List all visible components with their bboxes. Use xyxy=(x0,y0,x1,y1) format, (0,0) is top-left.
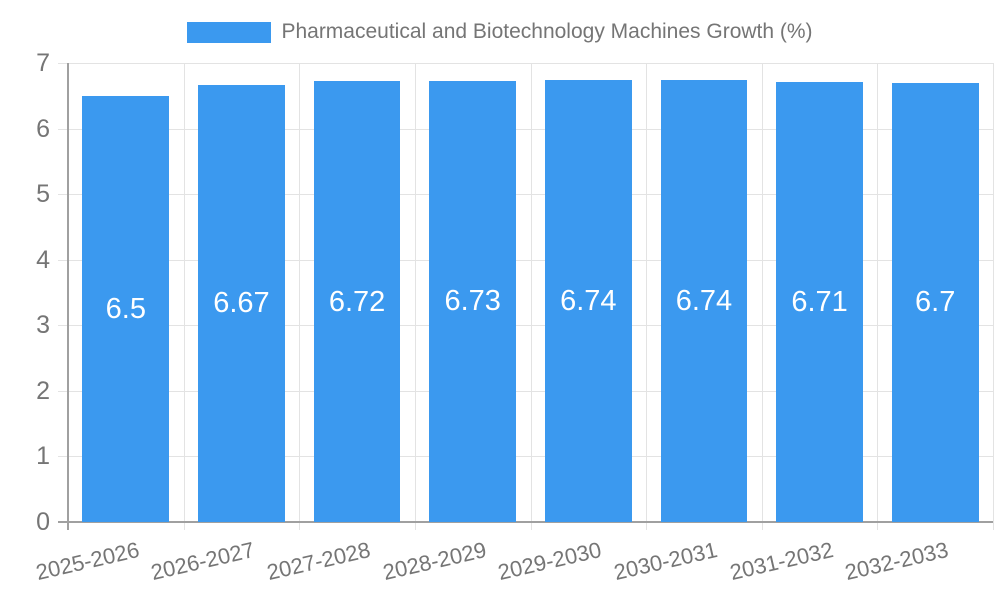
y-tick-label: 0 xyxy=(36,508,50,536)
y-gridline xyxy=(58,390,993,392)
bar-value-label: 6.5 xyxy=(105,292,146,325)
y-tick-label: 7 xyxy=(36,49,50,77)
legend-label: Pharmaceutical and Biotechnology Machine… xyxy=(281,20,813,43)
bar: 6.71 xyxy=(776,82,863,522)
bar-value-label: 6.72 xyxy=(328,285,386,318)
y-tick-label: 4 xyxy=(36,245,50,274)
bar-value-label: 6.7 xyxy=(915,286,956,319)
x-gridline xyxy=(299,63,301,530)
x-gridline xyxy=(877,63,879,530)
x-gridline xyxy=(183,63,185,530)
x-axis-line xyxy=(58,521,993,523)
y-tick-label: 3 xyxy=(36,311,50,340)
y-tick-label: 1 xyxy=(36,442,50,471)
bar-value-label: 6.73 xyxy=(444,285,501,318)
y-gridline xyxy=(58,456,993,458)
bar-value-label: 6.71 xyxy=(791,286,848,318)
y-tick-label: 5 xyxy=(36,180,50,209)
bar: 6.73 xyxy=(429,80,517,522)
y-gridline xyxy=(58,128,993,130)
legend-swatch xyxy=(187,21,272,43)
bar-value-label: 6.74 xyxy=(675,285,733,318)
y-gridline xyxy=(58,325,993,327)
x-gridline xyxy=(646,63,648,530)
bar: 6.7 xyxy=(891,82,979,522)
bar: 6.72 xyxy=(313,81,401,522)
x-gridline xyxy=(761,63,763,530)
bar: 6.74 xyxy=(544,80,632,522)
y-gridline xyxy=(58,63,993,64)
y-tick-label: 2 xyxy=(36,376,50,405)
bar-value-label: 6.74 xyxy=(560,285,617,318)
bar: 6.74 xyxy=(660,80,748,522)
y-tick-label: 6 xyxy=(36,114,50,143)
y-axis-line xyxy=(67,63,69,530)
bar: 6.67 xyxy=(198,84,285,522)
bar-value-label: 6.67 xyxy=(213,287,270,320)
x-gridline xyxy=(993,63,994,530)
bar: 6.5 xyxy=(82,95,170,522)
y-gridline xyxy=(58,194,993,196)
y-gridline xyxy=(58,259,993,261)
x-gridline xyxy=(414,63,416,530)
x-gridline xyxy=(530,63,532,530)
legend-item[interactable]: Pharmaceutical and Biotechnology Machine… xyxy=(0,18,1000,46)
